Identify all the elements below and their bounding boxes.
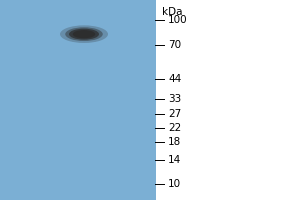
Text: 44: 44 (168, 74, 181, 84)
Text: 70: 70 (168, 40, 181, 50)
Bar (0, 0, 156, 200)
Ellipse shape (73, 30, 95, 38)
Text: 10: 10 (168, 179, 181, 189)
Ellipse shape (69, 29, 99, 40)
Text: 33: 33 (168, 94, 181, 104)
Ellipse shape (60, 25, 108, 43)
Text: 22: 22 (168, 123, 181, 133)
Ellipse shape (65, 27, 103, 41)
Text: 14: 14 (168, 155, 181, 165)
Text: kDa: kDa (162, 7, 182, 17)
Text: 100: 100 (168, 15, 188, 25)
Text: 18: 18 (168, 137, 181, 147)
Text: 27: 27 (168, 109, 181, 119)
